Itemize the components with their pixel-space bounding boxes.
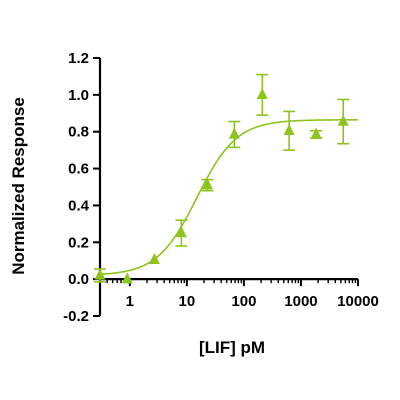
x-axis-label: [LIF] pM [199, 338, 265, 357]
x-ticks: 1 10 100 1000 10000 [99, 279, 379, 310]
data-points [94, 73, 350, 284]
x-tick-label: 10 [179, 293, 196, 310]
y-tick-label: 0.8 [68, 124, 89, 141]
data-point-triangle [310, 127, 322, 139]
y-axis-label: Normalized Response [9, 97, 28, 275]
y-tick-label: 0.0 [68, 271, 89, 288]
x-tick-label: 10000 [337, 293, 379, 310]
y-ticks: -0.2 0.0 0.2 0.4 0.6 0.8 1.0 1.2 [63, 50, 100, 325]
fit-curve [99, 118, 358, 276]
x-tick-label: 1000 [284, 293, 317, 310]
data-point-triangle [283, 123, 295, 135]
y-tick-label: 1.0 [68, 87, 89, 104]
y-tick-label: 1.2 [68, 50, 89, 67]
data-point-triangle [121, 272, 133, 284]
axes [98, 58, 358, 316]
data-point-triangle [228, 127, 240, 139]
y-tick-label: 0.2 [68, 234, 89, 251]
data-point-triangle [337, 114, 349, 126]
fit-curve-group [99, 118, 358, 276]
data-point-triangle [202, 178, 214, 190]
y-tick-label: 0.4 [68, 197, 90, 214]
data-point-triangle [256, 88, 268, 100]
data-point-triangle [175, 226, 187, 238]
data-point-triangle [148, 252, 160, 264]
y-tick-label: 0.6 [68, 161, 89, 178]
data-point-triangle [94, 268, 106, 280]
y-tick-label: -0.2 [63, 308, 89, 325]
x-tick-label: 1 [126, 293, 134, 310]
x-tick-label: 100 [231, 293, 256, 310]
